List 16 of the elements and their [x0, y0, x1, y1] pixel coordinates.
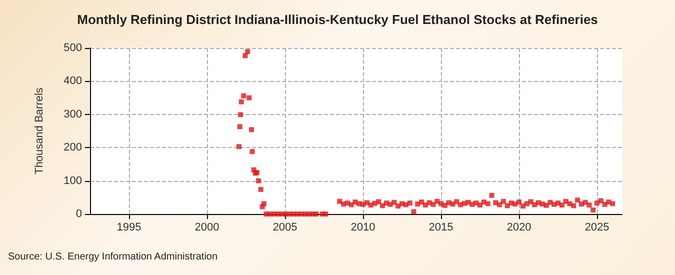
x-tick-label: 1995	[116, 222, 142, 234]
y-tick-label: 400	[64, 75, 82, 88]
x-tick-label: 2020	[506, 222, 532, 234]
x-tick-label: 2010	[350, 222, 376, 234]
y-axis-title: Thousand Barrels	[34, 87, 46, 174]
x-tick-label: 2025	[584, 222, 610, 234]
x-tick-label: 2015	[428, 222, 454, 234]
y-tick-label: 0	[76, 208, 82, 220]
source-note: Source: U.S. Energy Information Administration	[8, 252, 218, 262]
x-tick-label: 2005	[272, 222, 298, 234]
y-tick-label: 100	[64, 174, 82, 187]
x-tick-label: 2000	[194, 222, 220, 234]
chart-title: Monthly Refining District Indiana-Illinois-Kentucky Fuel Ethanol Stocks at Refineries	[77, 12, 598, 27]
y-tick-label: 500	[64, 42, 82, 54]
y-tick-label: 200	[64, 142, 82, 154]
y-tick-label: 300	[64, 108, 82, 120]
